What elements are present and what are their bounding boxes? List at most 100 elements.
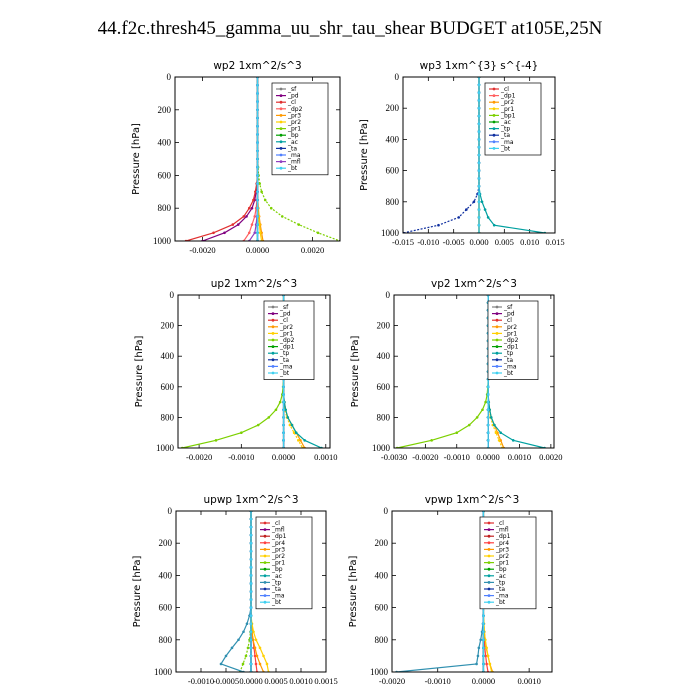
- y-tick-label: 200: [159, 538, 173, 548]
- legend: _cl_mfl_dp1_pr4_pr3_pr2_pr1_bp_ac_tp_ta_…: [479, 516, 537, 610]
- y-tick-label: 0: [395, 72, 400, 82]
- data-point: [457, 216, 461, 219]
- data-point: [249, 622, 253, 625]
- chart-panel: upwp 1xm^2/s^3 Pressure [hPa] 0 200 400 600 80…: [132, 494, 338, 686]
- data-point: [286, 416, 290, 419]
- x-tick-label: 0.015: [545, 237, 564, 247]
- legend-marker: [495, 305, 499, 309]
- data-point: [475, 662, 478, 666]
- data-point: [256, 124, 259, 128]
- y-tick-label: 800: [159, 635, 173, 645]
- plot-frame: [402, 76, 556, 234]
- x-tick-label: 0.0000: [239, 676, 262, 686]
- data-point: [249, 574, 253, 577]
- data-point: [258, 223, 261, 226]
- y-tick-label: 400: [159, 570, 173, 580]
- legend-marker: [271, 365, 275, 368]
- data-point: [253, 646, 257, 650]
- legend-label: _dp1: [279, 344, 295, 351]
- x-tick-label: 0.0010: [314, 452, 337, 462]
- data-point: [282, 439, 285, 442]
- data-point: [482, 654, 485, 658]
- legend-marker: [492, 107, 496, 111]
- x-tick-label: -0.0020: [189, 245, 215, 255]
- data-point: [237, 638, 240, 642]
- legend-label: _ac: [500, 119, 511, 126]
- y-tick-label: 1000: [156, 443, 175, 453]
- legend-marker: [492, 100, 496, 104]
- legend-label: _pd: [287, 93, 299, 100]
- legend-label: _mfl: [495, 527, 509, 534]
- data-point: [282, 416, 285, 419]
- x-tick-label: 0.005: [495, 237, 514, 247]
- legend-marker: [487, 574, 491, 578]
- plot-frame: [174, 76, 341, 242]
- legend-marker: [263, 574, 267, 578]
- legend-marker: [487, 541, 491, 545]
- x-tick-label: -0.0020: [412, 452, 438, 462]
- data-point: [282, 385, 285, 389]
- legend-label: _ta: [495, 586, 505, 593]
- data-point: [282, 408, 285, 412]
- x-tick-label: 0.0010: [508, 452, 531, 462]
- data-point: [486, 385, 490, 389]
- data-point: [267, 416, 271, 419]
- data-point: [247, 206, 251, 210]
- legend-label: _pr2: [287, 119, 301, 126]
- data-point: [486, 654, 490, 658]
- legend-marker: [487, 587, 491, 591]
- x-tick-label: -0.0030: [381, 452, 407, 462]
- data-point: [253, 654, 257, 658]
- chart-title: wp2 1xm^2/s^3: [213, 60, 301, 72]
- data-point: [256, 174, 259, 177]
- series-group: [395, 511, 494, 672]
- legend: _cl_mfl_dp1_pr4_pr3_pr2_pr1_bp_ac_tp_ta_…: [255, 516, 313, 610]
- y-tick-label: 0: [168, 506, 173, 516]
- data-point: [254, 662, 258, 666]
- x-tick-label: 0.0020: [301, 245, 324, 255]
- legend-marker: [487, 581, 491, 584]
- legend-label: _dp1: [271, 533, 287, 540]
- data-point: [485, 662, 488, 666]
- data-point: [258, 662, 262, 666]
- chart-title: vp2 1xm^2/s^3: [431, 278, 517, 290]
- data-point: [437, 223, 440, 227]
- data-point: [499, 431, 502, 435]
- data-point: [486, 431, 490, 435]
- legend-marker: [492, 114, 496, 117]
- data-point: [256, 206, 259, 210]
- legend-marker: [279, 153, 283, 157]
- data-point: [244, 654, 248, 658]
- legend-label: _pd: [503, 311, 515, 318]
- data-point: [274, 408, 278, 412]
- y-tick-label: 200: [377, 321, 391, 331]
- y-tick-label: 800: [161, 412, 175, 422]
- plot-frame: [393, 294, 555, 449]
- data-point: [479, 638, 482, 642]
- data-point: [299, 439, 302, 442]
- data-point: [249, 582, 253, 585]
- legend-label: _pr2: [495, 553, 509, 560]
- data-point: [256, 157, 259, 161]
- data-point: [241, 662, 245, 666]
- legend-label: _dp2: [287, 106, 303, 113]
- legend-label: _pr2: [503, 324, 517, 331]
- legend-label: _dp2: [503, 337, 519, 344]
- data-point: [253, 231, 257, 235]
- data-point: [477, 184, 481, 188]
- legend-marker: [263, 567, 267, 571]
- x-tick-label: -0.015: [392, 237, 414, 247]
- data-point: [256, 92, 259, 95]
- legend-label: _mfl: [287, 159, 301, 166]
- data-point: [483, 638, 487, 642]
- legend-marker: [492, 120, 496, 124]
- x-tick-label: -0.0010: [188, 676, 214, 686]
- legend-label: _sf: [503, 304, 513, 311]
- data-point: [282, 393, 285, 396]
- legend-label: _cl: [495, 520, 504, 527]
- data-point: [251, 638, 255, 642]
- legend-label: _pr1: [503, 330, 517, 337]
- data-point: [483, 208, 487, 211]
- data-point: [477, 106, 481, 110]
- y-tick-label: 1000: [381, 228, 400, 238]
